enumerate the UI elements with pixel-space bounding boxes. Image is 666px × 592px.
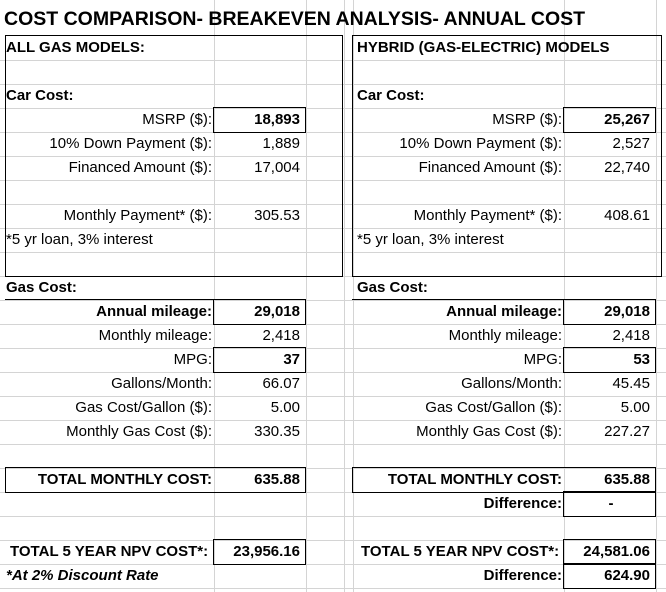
hybrid-gallons-label[interactable]: Gallons/Month: — [461, 375, 562, 392]
gas-annual-mileage-label[interactable]: Annual mileage: — [96, 303, 212, 320]
gas-car-cost-label[interactable]: Car Cost: — [6, 87, 74, 104]
grid-row-line — [0, 132, 666, 133]
grid-column-line — [344, 0, 345, 592]
grid-row-line — [0, 540, 666, 541]
grid-row-line — [0, 228, 666, 229]
grid-row-line — [0, 300, 666, 301]
hybrid-npv-value[interactable]: 24,581.06 — [583, 543, 650, 560]
gas-down-payment-label[interactable]: 10% Down Payment ($): — [49, 135, 212, 152]
hybrid-car-cost-label[interactable]: Car Cost: — [357, 87, 425, 104]
gas-financed-value[interactable]: 17,004 — [254, 159, 300, 176]
hybrid-monthly-payment-value[interactable]: 408.61 — [604, 207, 650, 224]
grid-row-line — [0, 588, 666, 589]
hybrid-cost-per-gallon-value[interactable]: 5.00 — [620, 399, 650, 416]
gas-monthly-payment-value[interactable]: 305.53 — [254, 207, 300, 224]
grid-row-line — [0, 492, 666, 493]
hybrid-monthly-mileage-value[interactable]: 2,418 — [612, 327, 650, 344]
grid-row-line — [0, 564, 666, 565]
grid-row-line — [0, 252, 666, 253]
hybrid-mpg-label[interactable]: MPG: — [523, 351, 562, 368]
grid-row-line — [0, 444, 666, 445]
grid-row-line — [0, 396, 666, 397]
hybrid-total-monthly-value[interactable]: 635.88 — [604, 471, 650, 488]
gas-financed-label[interactable]: Financed Amount ($): — [68, 159, 212, 176]
grid-row-line — [0, 348, 666, 349]
hybrid-msrp-value[interactable]: 25,267 — [604, 111, 650, 128]
gas-total-monthly-value[interactable]: 635.88 — [254, 471, 300, 488]
gas-cost-per-gallon-label[interactable]: Gas Cost/Gallon ($): — [75, 399, 212, 416]
hybrid-annual-mileage-label[interactable]: Annual mileage: — [446, 303, 562, 320]
sheet-title[interactable]: COST COMPARISON- BREAKEVEN ANALYSIS- ANN… — [4, 8, 586, 30]
gas-monthly-payment-label[interactable]: Monthly Payment* ($): — [63, 207, 212, 224]
grid-row-line — [0, 276, 666, 277]
hybrid-financed-value[interactable]: 22,740 — [604, 159, 650, 176]
hybrid-total-monthly-label[interactable]: TOTAL MONTHLY COST: — [387, 471, 562, 488]
hybrid-gallons-value[interactable]: 45.45 — [612, 375, 650, 392]
hybrid-cost-per-gallon-label[interactable]: Gas Cost/Gallon ($): — [425, 399, 562, 416]
hybrid-down-payment-value[interactable]: 2,527 — [612, 135, 650, 152]
hybrid-monthly-mileage-label[interactable]: Monthly mileage: — [448, 327, 562, 344]
gas-total-monthly-label[interactable]: TOTAL MONTHLY COST: — [37, 471, 212, 488]
hybrid-npv-difference-value[interactable]: 624.90 — [604, 567, 650, 584]
grid-row-line — [0, 156, 666, 157]
gas-monthly-mileage-value[interactable]: 2,418 — [262, 327, 300, 344]
hybrid-difference-value[interactable]: - — [608, 495, 614, 512]
gas-monthly-gas-cost-value[interactable]: 330.35 — [254, 423, 300, 440]
grid-row-line — [0, 324, 666, 325]
grid-row-line — [0, 180, 666, 181]
hybrid-financed-label[interactable]: Financed Amount ($): — [418, 159, 562, 176]
gas-monthly-mileage-label[interactable]: Monthly mileage: — [98, 327, 212, 344]
grid-row-line — [0, 60, 666, 61]
gas-npv-label[interactable]: TOTAL 5 YEAR NPV COST*: — [10, 543, 209, 560]
grid-row-line — [0, 204, 666, 205]
hybrid-npv-label[interactable]: TOTAL 5 YEAR NPV COST*: — [361, 543, 560, 560]
hybrid-monthly-gas-cost-label[interactable]: Monthly Gas Cost ($): — [416, 423, 562, 440]
grid-row-line — [0, 516, 666, 517]
gas-models-header[interactable]: ALL GAS MODELS: — [6, 39, 145, 56]
gas-monthly-gas-cost-label[interactable]: Monthly Gas Cost ($): — [66, 423, 212, 440]
grid-column-line — [306, 0, 307, 592]
gas-annual-mileage-value[interactable]: 29,018 — [254, 303, 300, 320]
hybrid-msrp-label[interactable]: MSRP ($): — [492, 111, 562, 128]
hybrid-monthly-payment-label[interactable]: Monthly Payment* ($): — [413, 207, 562, 224]
gas-msrp-value[interactable]: 18,893 — [254, 111, 300, 128]
grid-row-line — [0, 108, 666, 109]
gas-gallons-value[interactable]: 66.07 — [262, 375, 300, 392]
gas-loan-note[interactable]: *5 yr loan, 3% interest — [6, 231, 153, 248]
hybrid-monthly-gas-cost-value[interactable]: 227.27 — [604, 423, 650, 440]
hybrid-mpg-value[interactable]: 53 — [633, 351, 650, 368]
hybrid-annual-mileage-value[interactable]: 29,018 — [604, 303, 650, 320]
hybrid-npv-difference-label[interactable]: Difference: — [483, 567, 562, 584]
hybrid-down-payment-label[interactable]: 10% Down Payment ($): — [399, 135, 562, 152]
hybrid-loan-note[interactable]: *5 yr loan, 3% interest — [357, 231, 504, 248]
grid-row-line — [0, 420, 666, 421]
gas-gallons-label[interactable]: Gallons/Month: — [111, 375, 212, 392]
gas-gas-cost-label[interactable]: Gas Cost: — [6, 279, 77, 296]
grid-row-line — [0, 468, 666, 469]
gas-cost-per-gallon-value[interactable]: 5.00 — [270, 399, 300, 416]
gas-msrp-label[interactable]: MSRP ($): — [142, 111, 212, 128]
gas-mpg-value[interactable]: 37 — [283, 351, 300, 368]
gas-down-payment-value[interactable]: 1,889 — [262, 135, 300, 152]
gas-discount-note[interactable]: *At 2% Discount Rate — [6, 567, 159, 584]
hybrid-difference-label[interactable]: Difference: — [483, 495, 562, 512]
grid-column-line — [564, 0, 565, 592]
hybrid-models-header[interactable]: HYBRID (GAS-ELECTRIC) MODELS — [357, 39, 610, 56]
grid-column-line — [353, 0, 354, 592]
grid-column-line — [214, 0, 215, 592]
grid-column-line — [656, 0, 657, 592]
grid-row-line — [0, 84, 666, 85]
gas-npv-value[interactable]: 23,956.16 — [233, 543, 300, 560]
gas-mpg-label[interactable]: MPG: — [173, 351, 212, 368]
grid-row-line — [0, 372, 666, 373]
hybrid-gas-cost-label[interactable]: Gas Cost: — [357, 279, 428, 296]
